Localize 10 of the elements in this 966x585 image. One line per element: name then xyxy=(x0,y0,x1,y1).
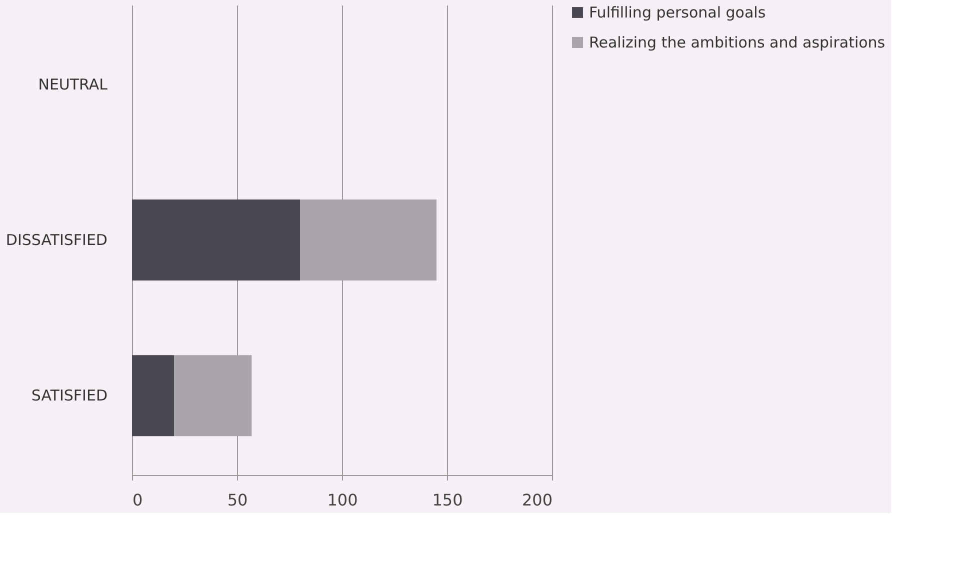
x-tick-label: 0 xyxy=(132,490,143,510)
x-tick-label: 50 xyxy=(227,490,248,510)
y-tick-label: SATISFIED xyxy=(31,386,108,405)
x-tick-label: 150 xyxy=(432,490,463,510)
y-tick-label: NEUTRAL xyxy=(38,75,108,94)
legend-label: Fulfilling personal goals xyxy=(589,4,766,22)
x-tick-label: 200 xyxy=(522,490,552,510)
legend-label: Realizing the ambitions and aspirations xyxy=(589,34,886,52)
y-tick-label: DISSATISFIED xyxy=(6,231,108,249)
x-tick-label: 100 xyxy=(327,490,358,510)
